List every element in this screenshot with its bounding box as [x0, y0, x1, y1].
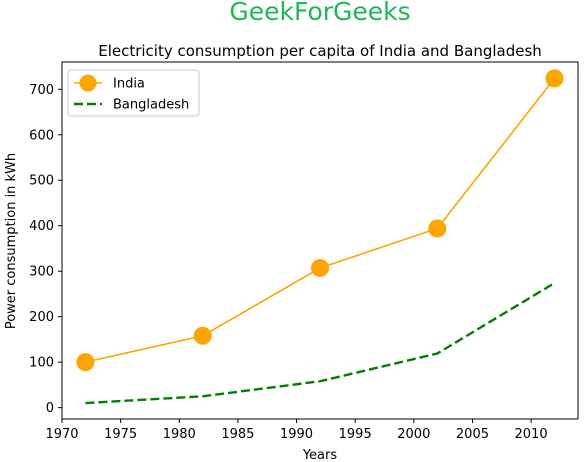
chart-suptitle: GeekForGeeks: [229, 0, 410, 26]
x-tick-label: 1980: [163, 427, 196, 442]
y-tick-label: 400: [29, 219, 54, 234]
x-tick-label: 2010: [515, 427, 548, 442]
data-point-india: [311, 259, 329, 278]
x-tick-label: 2000: [397, 427, 430, 442]
legend-marker-india: [79, 74, 97, 92]
legend: India Bangladesh: [67, 69, 200, 117]
x-axis-ticks: 1970 1975 1980 1985 1990 1995 2000 2005 2010: [45, 419, 548, 442]
y-tick-label: 500: [29, 174, 54, 189]
data-point-india: [193, 326, 212, 345]
legend-label-india: India: [113, 77, 145, 92]
chart-title: Electricity consumption per capita of In…: [98, 42, 542, 60]
x-axis-label: Years: [302, 448, 338, 462]
y-tick-label: 0: [46, 401, 54, 416]
y-tick-label: 600: [29, 128, 54, 143]
series-layer: [76, 69, 564, 405]
legend-label-bangladesh: Bangladesh: [113, 98, 189, 113]
data-point-india: [76, 353, 95, 372]
x-tick-label: 1990: [280, 427, 313, 442]
x-tick-label: 2005: [456, 427, 489, 442]
y-tick-label: 200: [29, 310, 54, 325]
series-line-bangladesh: [85, 281, 556, 405]
x-tick-label: 1985: [221, 427, 254, 442]
y-tick-label: 100: [29, 356, 54, 371]
x-tick-label: 1970: [45, 427, 78, 442]
plot-area: [61, 61, 579, 420]
series-line-india: [85, 77, 556, 363]
plot-frame: [61, 61, 579, 420]
data-point-india: [545, 69, 564, 88]
y-axis-ticks: 0 100 200 300 400 500 600 700: [29, 83, 62, 416]
data-point-india: [428, 219, 447, 238]
y-tick-label: 700: [29, 83, 54, 98]
x-tick-label: 1995: [339, 427, 372, 442]
x-tick-label: 1975: [104, 427, 137, 442]
y-axis-label: Power consumption in kWh: [4, 153, 19, 329]
y-tick-label: 300: [29, 265, 54, 280]
